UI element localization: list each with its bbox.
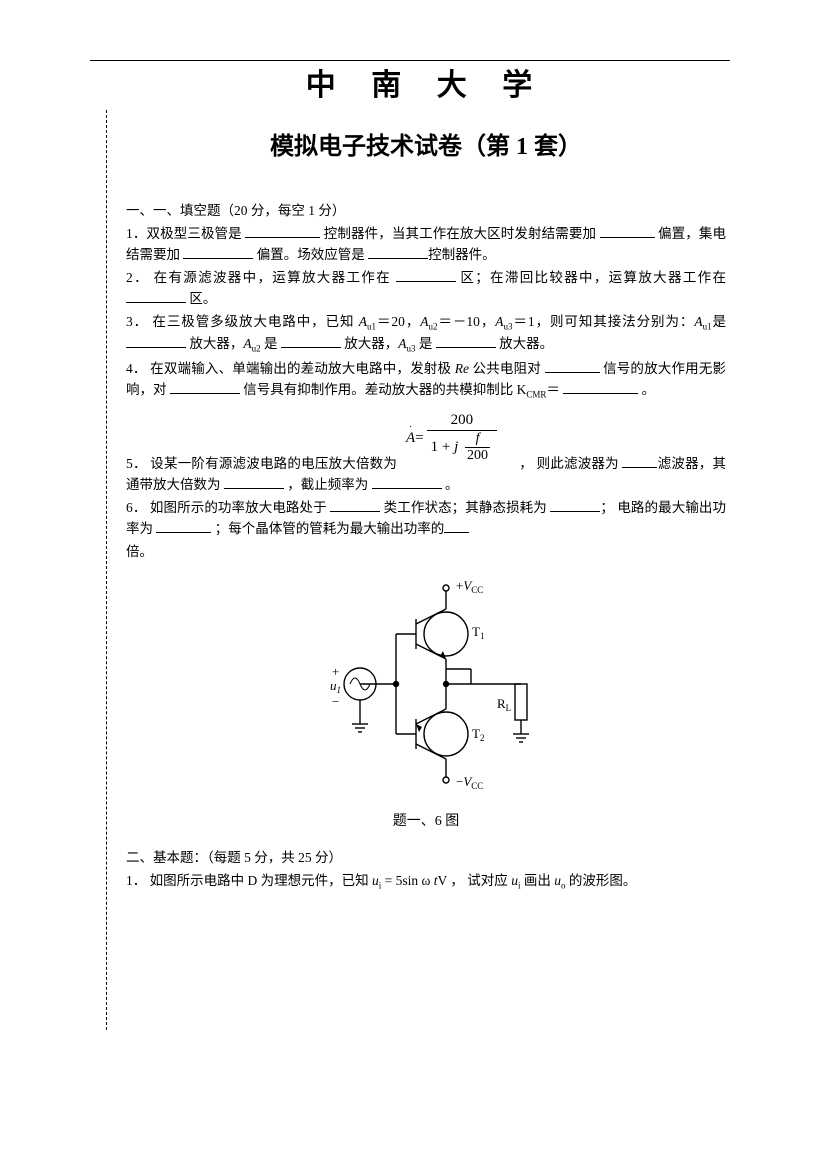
q3-b3: A — [398, 336, 406, 351]
formula-num: 200 — [447, 412, 478, 429]
q3-b3s: u3 — [407, 344, 416, 354]
s2-ui: u — [372, 873, 379, 888]
svg-text:−VCC: −VCC — [456, 774, 483, 791]
q5-b: ， 则此滤波器为 — [519, 456, 622, 471]
q1-blank3 — [183, 246, 253, 259]
q6-blank2 — [550, 499, 600, 512]
s2-v: V ， 试对应 — [438, 873, 512, 888]
q2-b: 区；在滞回比较器中，运算放大器工作在 — [456, 270, 726, 285]
svg-text:RL: RL — [497, 696, 511, 713]
q6-b: 类工作状态；其静态损耗为 — [380, 500, 550, 515]
q3-bt6: 放大器。 — [496, 336, 553, 351]
q3-blank1 — [126, 335, 186, 348]
q3-au3: A — [495, 314, 503, 329]
q5-d: ，截止频率为 — [284, 477, 372, 492]
q1-blank1 — [245, 225, 320, 238]
q6-blank1 — [330, 499, 380, 512]
q2-blank1 — [396, 269, 456, 282]
q4-k: CMR — [526, 389, 546, 399]
q2-c: 区。 — [186, 291, 216, 306]
q3-v2: ＝－10， — [438, 314, 496, 329]
q3-au1: A — [359, 314, 367, 329]
q3-b2: A — [243, 336, 251, 351]
svg-text:u1: u1 — [330, 678, 341, 695]
q3-bt1: 是 — [712, 314, 726, 329]
q4-f: 。 — [638, 382, 655, 397]
formula-one: 1 + — [431, 439, 454, 455]
s1-heading: 一、一、填空题（20 分，每空 1 分） — [126, 201, 726, 222]
q1-text-b: 控制器件，当其工作在放大区时发射结需要加 — [320, 226, 599, 241]
q4-blank3 — [563, 381, 638, 394]
q2-a: 2． 在有源滤波器中，运算放大器工作在 — [126, 270, 396, 285]
q1: 1．双极型三极管是 控制器件，当其工作在放大区时发射结需要加 偏置，集电结需要加… — [126, 224, 726, 266]
q6-blank3 — [156, 520, 211, 533]
svg-text:+VCC: +VCC — [456, 578, 483, 595]
q1-text-e: 控制器件。 — [428, 247, 496, 262]
s2-q1: 1． 如图所示电路中 D 为理想元件，已知 ui = 5sin ω tV ， 试… — [126, 871, 726, 894]
adot-dot: · — [409, 422, 412, 433]
s2q1-a: 1． 如图所示电路中 D 为理想元件，已知 — [126, 873, 372, 888]
formula-fnum: f — [474, 431, 482, 447]
exam-title: 模拟电子技术试卷（第 1 套） — [126, 126, 726, 161]
circuit-figure: +VCC T1 T2 — [296, 574, 556, 804]
q3-bt4: 放大器， — [341, 336, 398, 351]
s2q1-c: 的波形图。 — [565, 873, 636, 888]
q6: 6． 如图所示的功率放大电路处于 类工作状态；其静态损耗为 ； 电路的最大输出功… — [126, 498, 726, 540]
q4-d: 信号具有抑制作用。差动放大器的共模抑制比 K — [240, 382, 527, 397]
q3: 3． 在三极管多级放大电路中，已知 Au1＝20，Au2＝－10，Au3＝1，则… — [126, 312, 726, 357]
s2-heading: 二、基本题：（每题 5 分，共 25 分） — [126, 848, 726, 869]
q5-blank1 — [622, 455, 657, 468]
formula-eq: = — [415, 430, 423, 447]
q4-a: 4． 在双端输入、单端输出的差动放大电路中，发射极 — [126, 361, 455, 376]
q3-au2: A — [420, 314, 428, 329]
s2q1-b: 画出 — [520, 873, 554, 888]
q4-e: ＝ — [546, 382, 563, 397]
q5-a: 5． 设某一阶有源滤波电路的电压放大倍数为 — [126, 456, 401, 471]
q3-a: 3． 在三极管多级放大电路中，已知 — [126, 314, 359, 329]
svg-text:+: + — [332, 664, 339, 679]
svg-text:−: − — [332, 694, 339, 709]
q3-v3: ＝1，则可知其接法分别为： — [513, 314, 695, 329]
s2-uo: u — [554, 873, 561, 888]
q4-blank1 — [545, 360, 600, 373]
svg-text:T1: T1 — [472, 624, 484, 641]
university-title: 中 南 大 学 — [126, 60, 726, 104]
q1-text-d: 偏置。场效应管是 — [253, 247, 368, 262]
q4-blank2 — [170, 381, 240, 394]
svg-text:T2: T2 — [472, 726, 484, 743]
q5-e: 。 — [442, 477, 459, 492]
q3-au2s: u2 — [429, 321, 438, 331]
q4: 4． 在双端输入、单端输出的差动放大电路中，发射极 Re 公共电阻对 信号的放大… — [126, 359, 726, 403]
q3-blank3 — [436, 335, 496, 348]
q5-blank3 — [372, 476, 442, 489]
q6-tail: 倍。 — [126, 542, 726, 563]
q6-blank4 — [444, 520, 469, 533]
q1-blank2 — [600, 225, 655, 238]
q6-a: 6． 如图所示的功率放大电路处于 — [126, 500, 330, 515]
q3-b1: A — [694, 314, 702, 329]
q6-d: ；每个晶体管的管耗为最大输出功率的 — [211, 521, 444, 536]
q5-blank2 — [224, 476, 284, 489]
q4-re: Re — [455, 361, 469, 376]
q3-b2s: u2 — [252, 344, 261, 354]
formula-j: j — [454, 439, 458, 455]
q2: 2． 在有源滤波器中，运算放大器工作在 区；在滞回比较器中，运算放大器工作在 区… — [126, 268, 726, 310]
q3-bt5: 是 — [416, 336, 436, 351]
s2-ui2: u — [511, 873, 518, 888]
q3-b1s: u1 — [703, 321, 712, 331]
figure-caption: 题一、6 图 — [126, 810, 726, 830]
q3-blank2 — [281, 335, 341, 348]
q3-v1: ＝20， — [376, 314, 420, 329]
q2-blank2 — [126, 290, 186, 303]
q4-b: 公共电阻对 — [469, 361, 545, 376]
q3-au3s: u3 — [504, 321, 513, 331]
s2-eq: = 5sin ω — [381, 873, 434, 888]
q1-blank4 — [368, 246, 428, 259]
q5: 5． 设某一阶有源滤波电路的电压放大倍数为 ， 则此滤波器为 滤波器，其通带放大… — [126, 454, 726, 496]
q3-bt2: 放大器， — [186, 336, 243, 351]
q3-au1s: u1 — [367, 321, 376, 331]
q1-text-a: 1．双极型三极管是 — [126, 226, 245, 241]
q3-bt3: 是 — [261, 336, 281, 351]
